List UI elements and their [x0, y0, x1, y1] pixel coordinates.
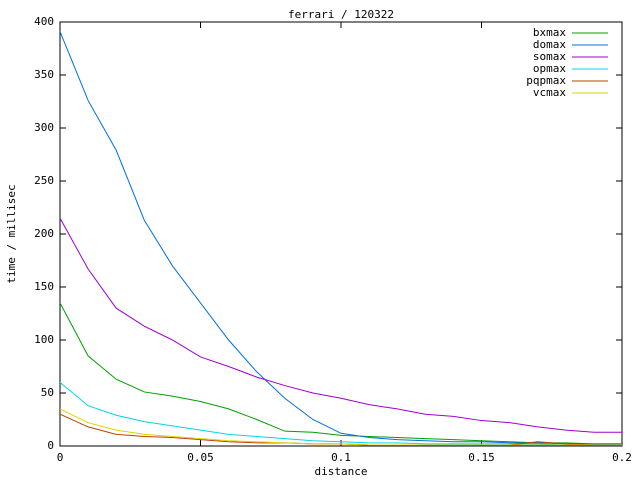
legend-label: opmax: [533, 62, 566, 75]
x-tick-label: 0.2: [612, 451, 632, 464]
x-tick-label: 0.05: [187, 451, 214, 464]
x-tick-label: 0.1: [331, 451, 351, 464]
x-axis-label: distance: [315, 465, 368, 478]
y-tick-label: 300: [34, 121, 54, 134]
series-line: [59, 382, 622, 446]
x-tick-label: 0: [57, 451, 64, 464]
y-tick-label: 50: [41, 386, 54, 399]
plot-border: [59, 21, 623, 447]
y-tick-label: 400: [34, 15, 54, 28]
legend-label: bxmax: [533, 26, 566, 39]
y-tick-label: 0: [47, 439, 54, 452]
chart-title: ferrari / 120322: [288, 8, 394, 21]
legend-label: pqpmax: [526, 74, 566, 87]
y-tick-label: 350: [34, 68, 54, 81]
series-line: [59, 217, 622, 433]
legend-label: vcmax: [533, 86, 566, 99]
legend-label: domax: [533, 38, 566, 51]
x-tick-label: 0.15: [468, 451, 495, 464]
legend-label: somax: [533, 50, 566, 63]
series-line: [59, 408, 622, 446]
y-tick-label: 100: [34, 333, 54, 346]
y-axis-label: time / millisec: [5, 184, 18, 283]
y-tick-label: 200: [34, 227, 54, 240]
y-tick-label: 150: [34, 280, 54, 293]
y-tick-label: 250: [34, 174, 54, 187]
